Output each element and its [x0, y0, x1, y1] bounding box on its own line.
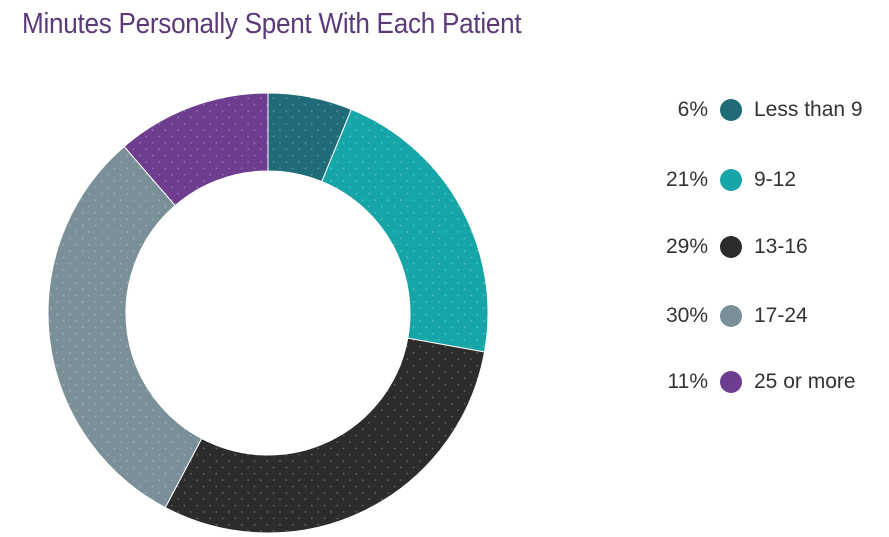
legend-value: 6%	[677, 98, 708, 121]
slice-texture	[321, 109, 488, 352]
legend-swatch	[720, 305, 742, 327]
legend-swatch	[720, 169, 742, 191]
chart-title: Minutes Personally Spent With Each Patie…	[22, 8, 522, 40]
legend-value: 30%	[665, 304, 708, 327]
legend-label: 17-24	[754, 304, 808, 327]
slice-texture	[165, 338, 485, 533]
legend-label: Less than 9	[754, 98, 863, 121]
legend-item: 30% 17-24	[600, 296, 885, 336]
legend-value: 21%	[665, 168, 708, 191]
slice-texture	[47, 146, 202, 508]
legend-value: 11%	[667, 370, 708, 393]
slice-texture	[124, 93, 268, 206]
legend-label: 13-16	[754, 235, 808, 258]
legend-swatch	[720, 99, 742, 121]
legend-value: 29%	[665, 235, 708, 258]
legend-label: 9-12	[754, 168, 797, 191]
legend-item: 29% 13-16	[600, 227, 885, 267]
legend-item: 21% 9-12	[600, 160, 885, 200]
donut-chart	[47, 92, 489, 534]
legend-item: 11% 25 or more	[600, 362, 885, 402]
legend-item: 6% Less than 9	[600, 90, 885, 130]
legend-swatch	[720, 236, 742, 258]
legend-swatch	[720, 371, 742, 393]
legend-label: 25 or more	[754, 370, 856, 393]
slice-texture	[268, 93, 352, 182]
